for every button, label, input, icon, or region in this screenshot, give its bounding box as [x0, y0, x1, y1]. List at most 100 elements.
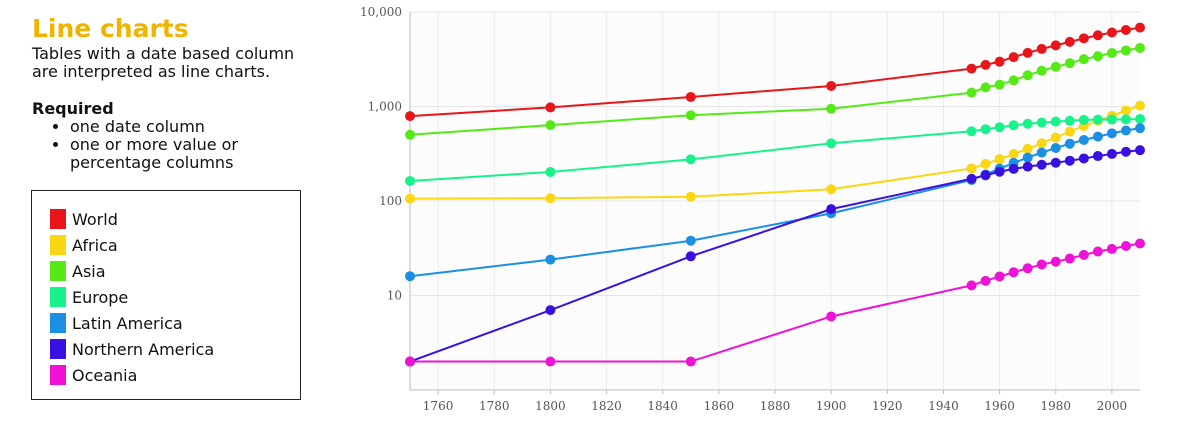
- data-point: [1120, 105, 1131, 116]
- data-point: [1120, 125, 1131, 136]
- data-point: [1135, 100, 1145, 111]
- legend-swatch: [50, 209, 66, 229]
- data-point: [1064, 155, 1075, 166]
- data-point: [1050, 116, 1061, 127]
- legend-item: Latin America: [50, 310, 300, 336]
- data-point: [1064, 58, 1075, 69]
- data-point: [685, 191, 696, 202]
- y-tick-label: 10,000: [360, 5, 402, 19]
- x-tick-label: 1980: [1040, 399, 1071, 413]
- y-tick-label: 10: [387, 289, 402, 303]
- legend-label: Latin America: [72, 313, 183, 333]
- data-point: [1050, 132, 1061, 143]
- data-point: [1008, 149, 1019, 160]
- legend-swatch: [50, 287, 66, 307]
- data-point: [994, 79, 1005, 90]
- data-point: [1078, 153, 1089, 164]
- legend-swatch: [50, 339, 66, 359]
- data-point: [545, 102, 556, 113]
- data-point: [1092, 114, 1103, 125]
- data-point: [966, 63, 977, 74]
- data-point: [1008, 120, 1019, 131]
- data-point: [826, 184, 837, 195]
- data-point: [685, 91, 696, 102]
- data-point: [1036, 259, 1047, 270]
- data-point: [980, 170, 991, 181]
- data-point: [1120, 114, 1131, 125]
- data-point: [1064, 138, 1075, 149]
- data-point: [1106, 27, 1117, 38]
- data-point: [1008, 163, 1019, 174]
- data-point: [980, 59, 991, 70]
- description: Tables with a date based column are inte…: [32, 44, 295, 81]
- x-tick-label: 1800: [535, 399, 566, 413]
- data-point: [405, 271, 415, 282]
- data-point: [685, 110, 696, 121]
- data-point: [1078, 249, 1089, 260]
- data-point: [966, 173, 977, 184]
- data-point: [1120, 241, 1131, 252]
- legend-swatch: [50, 261, 66, 281]
- legend-label: Europe: [72, 287, 129, 307]
- data-point: [1135, 145, 1145, 156]
- data-point: [980, 275, 991, 286]
- required-item: one or more value or percentage columns: [70, 136, 322, 172]
- x-tick-label: 1920: [872, 399, 903, 413]
- legend-item: World: [50, 206, 300, 232]
- data-point: [1106, 243, 1117, 254]
- legend-swatch: [50, 365, 66, 385]
- legend-item: Europe: [50, 284, 300, 310]
- data-point: [1064, 253, 1075, 264]
- data-point: [1022, 143, 1033, 154]
- x-tick-label: 1760: [423, 399, 454, 413]
- data-point: [405, 111, 415, 122]
- data-point: [545, 166, 556, 177]
- data-point: [1008, 52, 1019, 63]
- data-point: [826, 138, 837, 149]
- data-point: [1050, 157, 1061, 168]
- data-point: [685, 235, 696, 246]
- data-point: [826, 80, 837, 91]
- data-point: [545, 193, 556, 204]
- data-point: [1106, 48, 1117, 59]
- y-tick-label: 1,000: [368, 100, 402, 114]
- data-point: [826, 311, 837, 322]
- data-point: [1135, 22, 1145, 33]
- data-point: [1008, 267, 1019, 278]
- data-point: [405, 356, 415, 367]
- data-point: [545, 305, 556, 316]
- data-point: [1106, 114, 1117, 125]
- x-tick-label: 1820: [591, 399, 622, 413]
- data-point: [994, 271, 1005, 282]
- data-point: [994, 122, 1005, 133]
- data-point: [1050, 256, 1061, 267]
- data-point: [1022, 47, 1033, 58]
- legend-label: Africa: [72, 235, 118, 255]
- data-point: [545, 120, 556, 131]
- data-point: [1120, 146, 1131, 157]
- line-chart: 1760 1780 1800 1820 1840 1860 1880 1900 1920 1940…: [360, 5, 1145, 413]
- legend-item: Northern America: [50, 336, 300, 362]
- legend-swatch: [50, 313, 66, 333]
- legend-label: Asia: [72, 261, 106, 281]
- x-tick-label: 1900: [816, 399, 847, 413]
- data-point: [994, 166, 1005, 177]
- page-title: Line charts: [32, 14, 189, 43]
- data-point: [1022, 152, 1033, 163]
- x-tick-label: 2000: [1097, 399, 1128, 413]
- data-point: [545, 254, 556, 265]
- x-tick-label: 1780: [479, 399, 510, 413]
- data-point: [1120, 45, 1131, 56]
- data-point: [966, 163, 977, 174]
- data-point: [1092, 131, 1103, 142]
- legend-label: Oceania: [72, 365, 138, 385]
- x-tick-label: 1960: [984, 399, 1015, 413]
- data-point: [685, 356, 696, 367]
- data-point: [405, 129, 415, 140]
- data-point: [405, 175, 415, 186]
- data-point: [1036, 159, 1047, 170]
- data-point: [1078, 54, 1089, 65]
- data-point: [1036, 117, 1047, 128]
- data-point: [1120, 24, 1131, 35]
- data-point: [1106, 148, 1117, 159]
